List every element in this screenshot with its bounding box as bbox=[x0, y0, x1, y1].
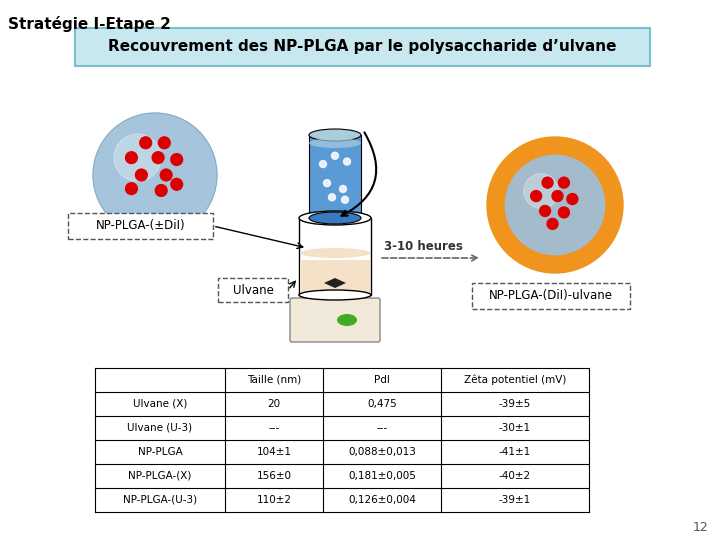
Circle shape bbox=[328, 194, 336, 201]
Text: ---: --- bbox=[377, 423, 387, 433]
Text: 20: 20 bbox=[267, 399, 281, 409]
Circle shape bbox=[559, 177, 570, 188]
Text: NP-PLGA-(±DiI): NP-PLGA-(±DiI) bbox=[96, 219, 185, 233]
Ellipse shape bbox=[309, 212, 361, 224]
Text: ---: --- bbox=[269, 423, 279, 433]
Text: -40±2: -40±2 bbox=[499, 471, 531, 481]
Circle shape bbox=[567, 193, 578, 205]
Circle shape bbox=[505, 156, 605, 255]
FancyBboxPatch shape bbox=[290, 298, 380, 342]
Text: Ulvane (U-3): Ulvane (U-3) bbox=[127, 423, 192, 433]
Text: 0,126±0,004: 0,126±0,004 bbox=[348, 495, 416, 505]
Circle shape bbox=[539, 206, 551, 217]
Circle shape bbox=[114, 134, 161, 181]
Circle shape bbox=[531, 191, 541, 201]
Circle shape bbox=[171, 153, 183, 165]
Circle shape bbox=[171, 178, 183, 190]
Text: 3-10 heures: 3-10 heures bbox=[384, 240, 463, 253]
Text: 12: 12 bbox=[692, 521, 708, 534]
Text: Recouvrement des NP-PLGA par le polysaccharide d’ulvane: Recouvrement des NP-PLGA par le polysacc… bbox=[108, 39, 617, 55]
Circle shape bbox=[323, 180, 330, 187]
Circle shape bbox=[542, 177, 553, 188]
Circle shape bbox=[156, 185, 167, 197]
Text: 0,088±0,013: 0,088±0,013 bbox=[348, 447, 416, 457]
Circle shape bbox=[523, 174, 559, 208]
Circle shape bbox=[340, 185, 346, 192]
Text: Ulvane (X): Ulvane (X) bbox=[132, 399, 187, 409]
Text: -39±5: -39±5 bbox=[499, 399, 531, 409]
Text: 104±1: 104±1 bbox=[256, 447, 292, 457]
Bar bbox=[299, 218, 371, 295]
Circle shape bbox=[135, 169, 148, 181]
Ellipse shape bbox=[337, 314, 357, 326]
Ellipse shape bbox=[309, 138, 361, 148]
Text: NP-PLGA-(X): NP-PLGA-(X) bbox=[128, 471, 192, 481]
Text: 0,181±0,005: 0,181±0,005 bbox=[348, 471, 416, 481]
Circle shape bbox=[487, 137, 623, 273]
Ellipse shape bbox=[299, 211, 371, 225]
Bar bbox=[309, 135, 361, 218]
Circle shape bbox=[343, 158, 351, 165]
FancyBboxPatch shape bbox=[75, 28, 650, 66]
Text: NP-PLGA-(DiI)-ulvane: NP-PLGA-(DiI)-ulvane bbox=[489, 289, 613, 302]
Text: 156±0: 156±0 bbox=[256, 471, 292, 481]
Text: NP-PLGA: NP-PLGA bbox=[138, 447, 182, 457]
Text: Ulvane: Ulvane bbox=[233, 284, 274, 296]
Text: NP-PLGA-(U-3): NP-PLGA-(U-3) bbox=[123, 495, 197, 505]
Circle shape bbox=[320, 160, 326, 167]
Text: -41±1: -41±1 bbox=[499, 447, 531, 457]
FancyBboxPatch shape bbox=[218, 278, 288, 302]
Circle shape bbox=[161, 169, 172, 181]
Polygon shape bbox=[324, 278, 346, 288]
Text: PdI: PdI bbox=[374, 375, 390, 385]
Ellipse shape bbox=[299, 290, 371, 300]
Text: -30±1: -30±1 bbox=[499, 423, 531, 433]
Circle shape bbox=[140, 137, 152, 148]
Circle shape bbox=[158, 137, 170, 148]
Circle shape bbox=[125, 183, 138, 194]
Text: 0,475: 0,475 bbox=[367, 399, 397, 409]
Circle shape bbox=[152, 152, 164, 164]
FancyBboxPatch shape bbox=[68, 213, 213, 239]
Bar bbox=[300, 260, 370, 294]
Circle shape bbox=[559, 207, 570, 218]
Circle shape bbox=[93, 113, 217, 237]
Ellipse shape bbox=[300, 248, 370, 258]
Circle shape bbox=[552, 191, 563, 201]
Text: Stratégie I-Etape 2: Stratégie I-Etape 2 bbox=[8, 16, 171, 32]
Text: 110±2: 110±2 bbox=[256, 495, 292, 505]
Circle shape bbox=[125, 152, 138, 164]
Circle shape bbox=[331, 152, 338, 159]
FancyBboxPatch shape bbox=[472, 283, 630, 309]
Circle shape bbox=[341, 196, 348, 203]
Text: -39±1: -39±1 bbox=[499, 495, 531, 505]
Text: Zêta potentiel (mV): Zêta potentiel (mV) bbox=[464, 375, 566, 385]
Circle shape bbox=[547, 218, 558, 230]
Text: Taille (nm): Taille (nm) bbox=[247, 375, 301, 385]
Ellipse shape bbox=[309, 129, 361, 141]
